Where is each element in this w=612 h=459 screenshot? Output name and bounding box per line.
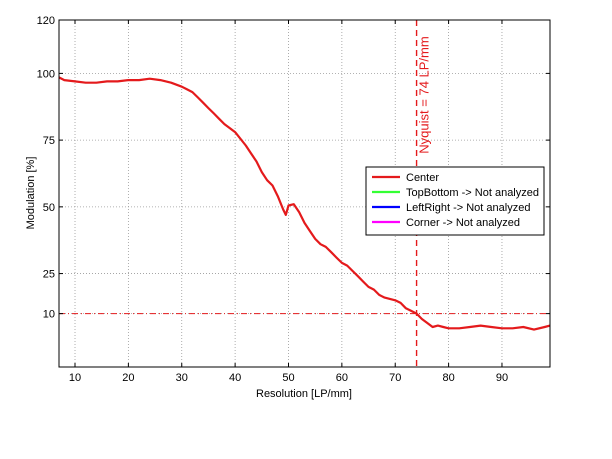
- x-tick-label: 30: [176, 372, 188, 384]
- legend-label: TopBottom -> Not analyzed: [406, 187, 539, 199]
- x-tick-label: 40: [229, 372, 241, 384]
- x-tick-label: 90: [496, 372, 508, 384]
- x-tick-label: 80: [442, 372, 454, 384]
- x-axis-label: Resolution [LP/mm]: [256, 388, 352, 400]
- y-tick-label: 100: [37, 68, 55, 80]
- legend: Center TopBottom -> Not analyzed LeftRight…: [365, 166, 545, 236]
- x-tick-label: 20: [122, 372, 134, 384]
- x-tick-label: 60: [336, 372, 348, 384]
- annotations: Nyquist = 74 LP/mm: [417, 36, 432, 153]
- legend-box: [365, 166, 545, 236]
- ticks: 10 20 30 40 50 60 70 80 90 10 25 50 75 100 120: [37, 15, 550, 384]
- series-layer: [58, 76, 551, 331]
- y-axis-label: Modulation [%]: [25, 157, 37, 230]
- x-tick-label: 50: [282, 372, 294, 384]
- x-tick-label: 10: [69, 372, 81, 384]
- series-line-center: [58, 76, 551, 331]
- plot-frame: [58, 19, 551, 368]
- y-tick-label: 10: [43, 309, 55, 321]
- y-tick-label: 25: [43, 269, 55, 281]
- y-tick-label: 75: [43, 135, 55, 147]
- x-tick-label: 70: [389, 372, 401, 384]
- y-tick-label: 120: [37, 15, 55, 27]
- legend-label: Center: [406, 172, 439, 184]
- legend-label: LeftRight -> Not analyzed: [406, 202, 530, 214]
- nyquist-label: Nyquist = 74 LP/mm: [417, 36, 432, 153]
- y-tick-label: 50: [43, 202, 55, 214]
- legend-label: Corner -> Not analyzed: [406, 217, 520, 229]
